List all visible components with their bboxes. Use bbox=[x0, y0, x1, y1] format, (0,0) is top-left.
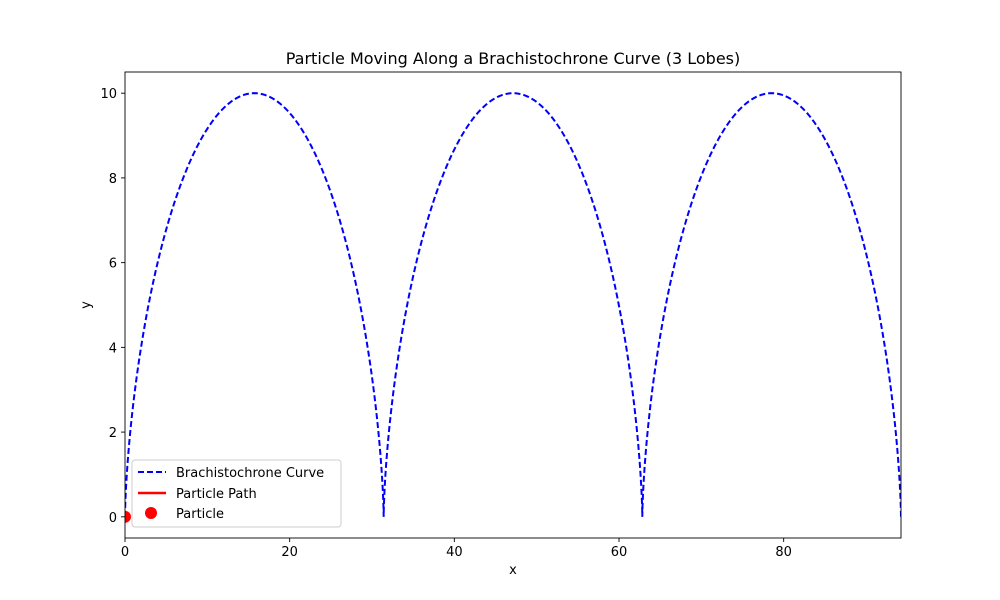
legend-path-label: Particle Path bbox=[176, 487, 257, 502]
legend-box bbox=[131, 459, 342, 528]
y-tick-label: 8 bbox=[109, 172, 117, 187]
x-tick-label: 80 bbox=[775, 545, 792, 560]
x-axis-ticks: 0 20 40 60 80 bbox=[121, 538, 792, 560]
legend-particle-marker bbox=[145, 507, 157, 519]
y-tick-label: 10 bbox=[100, 87, 117, 102]
y-tick-label: 2 bbox=[109, 426, 117, 441]
legend-curve-label: Brachistochrone Curve bbox=[176, 466, 324, 481]
legend-particle-label: Particle bbox=[176, 507, 224, 522]
plot-content bbox=[125, 92, 901, 523]
x-axis-label: x bbox=[509, 563, 517, 578]
x-tick-label: 0 bbox=[121, 545, 129, 560]
legend: Brachistochrone Curve Particle Path Part… bbox=[131, 459, 342, 528]
x-tick-label: 40 bbox=[446, 545, 463, 560]
y-tick-label: 0 bbox=[109, 511, 117, 526]
plot-frame bbox=[124, 71, 902, 539]
x-tick-label: 20 bbox=[281, 545, 298, 560]
y-axis-label: y bbox=[79, 301, 94, 309]
brachistochrone-curve-line bbox=[125, 92, 901, 517]
particle-point bbox=[125, 510, 131, 523]
y-axis-ticks: 0 2 4 6 8 10 bbox=[100, 87, 125, 526]
y-tick-label: 6 bbox=[109, 257, 117, 272]
chart-title: Particle Moving Along a Brachistochrone … bbox=[286, 49, 741, 68]
x-tick-label: 60 bbox=[611, 545, 628, 560]
y-tick-label: 4 bbox=[109, 341, 117, 356]
